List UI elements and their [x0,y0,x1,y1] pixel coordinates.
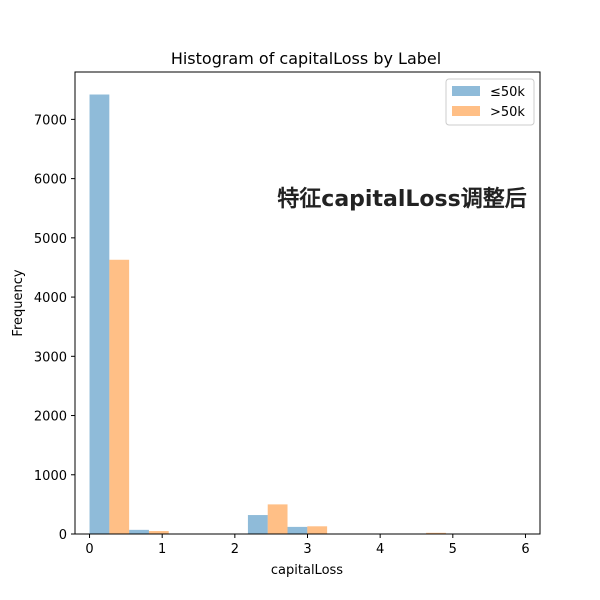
legend-label-le50k: ≤50k [490,85,525,100]
bar-series-1-bin-8 [426,532,446,534]
x-tick-label: 4 [376,542,384,557]
chart-title: Histogram of capitalLoss by Label [171,49,441,68]
legend-label-gt50k: >50k [490,105,525,120]
y-tick-label: 7000 [34,113,67,128]
bars-group [89,94,466,534]
x-tick-label: 0 [85,542,93,557]
y-axis-label: Frequency [11,269,26,336]
x-tick-label: 1 [158,542,166,557]
bar-series-0-bin-1 [129,529,149,534]
y-tick-label: 0 [59,528,67,543]
x-tick-label: 6 [521,542,529,557]
bar-series-1-bin-5 [307,526,328,534]
bar-series-1-bin-1 [148,531,169,534]
y-tick-label: 6000 [34,173,67,188]
y-tick-label: 3000 [34,350,67,365]
bar-series-1-bin-4 [267,504,288,534]
chart-annotation: 特征capitalLoss调整后 [277,186,526,212]
plot-frame [74,71,541,535]
x-axis-ticks: 0 1 2 3 4 5 6 [85,534,530,557]
y-tick-label: 4000 [34,291,67,306]
bar-series-0-bin-5 [287,526,308,534]
legend-swatch-gt50k [452,106,480,116]
bar-series-0-bin-0 [89,94,110,534]
bar-series-0-bin-4 [247,515,268,534]
y-tick-label: 2000 [34,410,67,425]
y-axis-ticks: 0 1000 2000 3000 4000 5000 6000 7000 [34,113,75,543]
x-axis-label: capitalLoss [271,563,343,578]
bar-series-1-bin-0 [109,259,130,534]
legend-swatch-le50k [452,86,480,96]
y-tick-label: 1000 [34,469,67,484]
x-tick-label: 2 [231,542,239,557]
x-tick-label: 3 [303,542,311,557]
x-tick-label: 5 [449,542,457,557]
y-tick-label: 5000 [34,232,67,247]
legend: ≤50k >50k [445,78,535,126]
